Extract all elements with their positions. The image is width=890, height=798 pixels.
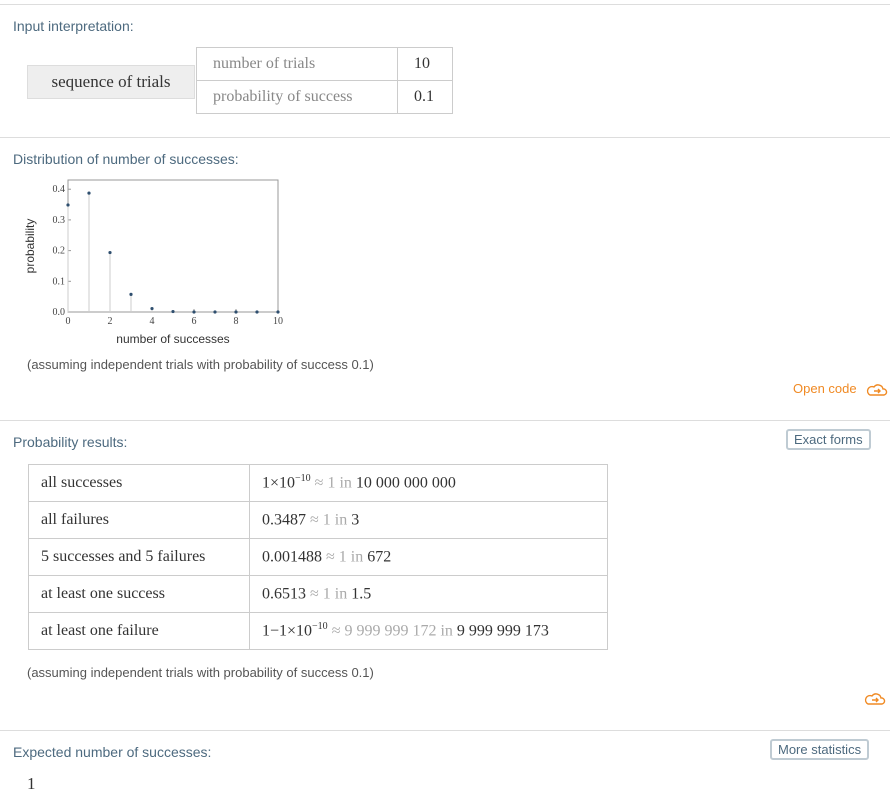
x-tick-label: 6 bbox=[192, 316, 197, 327]
result-value: 1−1×10−10 ≈ 9 999 999 172 in 9 999 999 1… bbox=[249, 612, 608, 650]
y-tick-label: 0.1 bbox=[53, 276, 66, 287]
open-code-button[interactable]: Open code bbox=[793, 381, 888, 397]
exponent: −10 bbox=[295, 473, 311, 485]
odds: 3 bbox=[351, 511, 360, 529]
cell: probability of success bbox=[196, 80, 398, 114]
data-point bbox=[234, 310, 238, 314]
result-label: at least one success bbox=[28, 575, 250, 613]
data-point bbox=[192, 310, 196, 314]
y-tick-label: 0.0 bbox=[53, 307, 66, 318]
plot-frame bbox=[67, 179, 279, 313]
x-tick-label: 0 bbox=[66, 316, 71, 327]
cell: 10 bbox=[397, 47, 453, 81]
exact-forms-button[interactable]: Exact forms bbox=[786, 429, 871, 450]
table-row: at least one success 0.6513 ≈ 1 in 1.5 bbox=[28, 575, 608, 613]
value: 1−1×10 bbox=[262, 622, 313, 640]
divider bbox=[0, 730, 890, 731]
result-label: at least one failure bbox=[28, 612, 250, 650]
probability-table: all successes 1×10−10 ≈ 1 in 10 000 000 0… bbox=[28, 464, 608, 650]
distribution-note: (assuming independent trials with probab… bbox=[27, 357, 374, 372]
table-row: at least one failure 1−1×10−10 ≈ 9 999 99… bbox=[28, 612, 608, 650]
table-row: probability of success 0.1 bbox=[196, 80, 453, 114]
data-point bbox=[255, 310, 259, 314]
data-point bbox=[213, 310, 217, 314]
divider bbox=[0, 137, 890, 138]
result-label: all successes bbox=[28, 464, 250, 502]
result-value: 1×10−10 ≈ 1 in 10 000 000 000 bbox=[249, 464, 608, 502]
approx: ≈ 9 999 999 172 in bbox=[331, 622, 453, 640]
x-axis-label: number of successes bbox=[116, 332, 229, 346]
x-tick-label: 4 bbox=[150, 316, 155, 327]
data-point bbox=[66, 203, 70, 207]
x-tick-label: 2 bbox=[108, 316, 113, 327]
result-label: 5 successes and 5 failures bbox=[28, 538, 250, 576]
probability-header: Probability results: bbox=[13, 434, 128, 450]
data-point bbox=[108, 250, 112, 255]
input-table: number of trials 10 probability of succes… bbox=[196, 47, 453, 114]
input-label-box: sequence of trials bbox=[27, 65, 195, 99]
data-point bbox=[276, 310, 280, 314]
divider bbox=[0, 420, 890, 421]
table-row: number of trials 10 bbox=[196, 47, 453, 81]
approx: ≈ 1 in bbox=[310, 585, 348, 603]
table-row: all successes 1×10−10 ≈ 1 in 10 000 000 0… bbox=[28, 464, 608, 502]
value: 0.6513 bbox=[262, 585, 306, 603]
result-label: all failures bbox=[28, 501, 250, 539]
y-tick-label: 0.2 bbox=[53, 246, 66, 257]
table-row: 5 successes and 5 failures 0.001488 ≈ 1 i… bbox=[28, 538, 608, 576]
approx: ≈ 1 in bbox=[314, 474, 352, 492]
data-point bbox=[150, 306, 154, 311]
cloud-arrow-icon[interactable] bbox=[864, 692, 886, 706]
approx: ≈ 1 in bbox=[326, 548, 364, 566]
y-axis-label: probability bbox=[23, 219, 37, 274]
probability-note: (assuming independent trials with probab… bbox=[27, 665, 374, 680]
y-tick-label: 0.4 bbox=[53, 184, 66, 195]
more-statistics-button[interactable]: More statistics bbox=[770, 739, 870, 760]
value: 0.3487 bbox=[262, 511, 306, 529]
x-tick-label: 8 bbox=[234, 316, 239, 327]
result-value: 0.3487 ≈ 1 in 3 bbox=[249, 501, 608, 539]
odds: 672 bbox=[367, 548, 392, 566]
cell: 0.1 bbox=[397, 80, 453, 114]
exponent: −10 bbox=[312, 621, 328, 633]
expected-header: Expected number of successes: bbox=[13, 744, 212, 760]
data-point bbox=[87, 191, 91, 195]
value: 0.001488 bbox=[262, 548, 322, 566]
odds: 1.5 bbox=[351, 585, 372, 603]
approx: ≈ 1 in bbox=[310, 511, 348, 529]
data-point bbox=[171, 309, 175, 314]
distribution-header: Distribution of number of successes: bbox=[13, 151, 239, 167]
cloud-arrow-icon bbox=[867, 383, 888, 396]
distribution-chart: 0 2 4 6 8 10 0.0 0.1 0.2 0.3 0.4 number of successe… bbox=[23, 179, 283, 346]
value: 1×10 bbox=[262, 474, 296, 492]
table-row: all failures 0.3487 ≈ 1 in 3 bbox=[28, 501, 608, 539]
y-tick-label: 0.3 bbox=[53, 215, 66, 226]
top-divider bbox=[0, 4, 890, 5]
cell: number of trials bbox=[196, 47, 398, 81]
data-point bbox=[129, 292, 133, 296]
odds: 9 999 999 173 bbox=[456, 622, 549, 640]
input-header: Input interpretation: bbox=[13, 18, 134, 34]
expected-value: 1 bbox=[27, 774, 36, 793]
open-code-label: Open code bbox=[793, 381, 857, 396]
x-tick-label: 10 bbox=[273, 316, 283, 327]
input-label: sequence of trials bbox=[51, 72, 171, 91]
odds: 10 000 000 000 bbox=[355, 474, 456, 492]
result-value: 0.6513 ≈ 1 in 1.5 bbox=[249, 575, 608, 613]
result-value: 0.001488 ≈ 1 in 672 bbox=[249, 538, 608, 576]
